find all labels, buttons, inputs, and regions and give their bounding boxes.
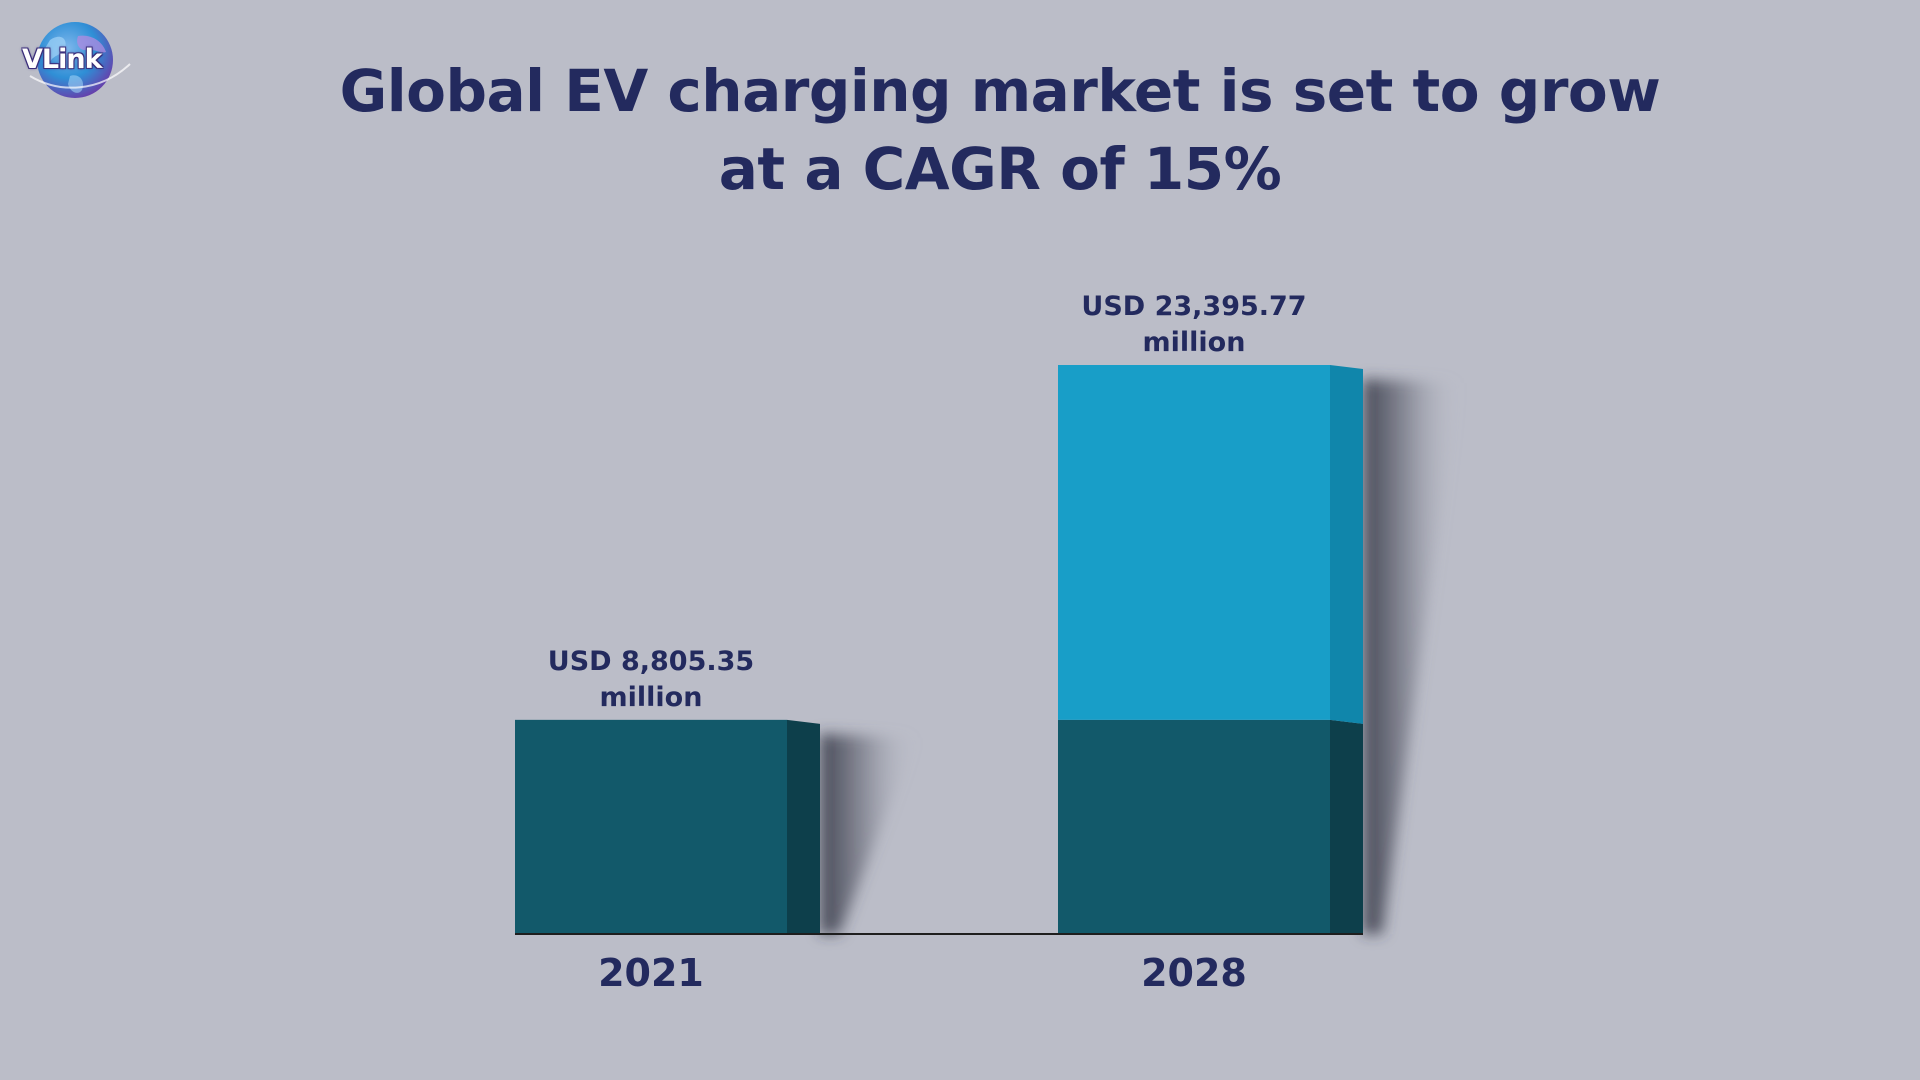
x-tick-label-2028: 2028 [1141, 951, 1247, 995]
data-label-2028: USD 23,395.77 [1081, 291, 1306, 322]
x-tick-label-2021: 2021 [598, 951, 704, 995]
logo-text: VLink [22, 44, 103, 75]
bar-2028-growth [1058, 365, 1330, 720]
data-label-unit-2028: million [1143, 327, 1246, 358]
chart-title-line-1: Global EV charging market is set to grow [339, 57, 1661, 125]
data-label-2021: USD 8,805.35 [548, 646, 754, 677]
data-label-unit-2021: million [600, 682, 703, 713]
bar-shadow-2028 [1363, 379, 1458, 934]
bar-2028-base-side [1330, 719, 1363, 934]
chart-title-line-2: at a CAGR of 15% [718, 135, 1282, 203]
bar-2028-base [1058, 719, 1330, 934]
bar-shadow-2021 [820, 733, 915, 934]
bar-2028-growth-side [1330, 365, 1363, 724]
chart-title: Global EV charging market is set to grow… [260, 52, 1740, 208]
bar-2021-base [515, 719, 787, 934]
globe-icon [29, 22, 131, 98]
bar-2021-base-side [787, 719, 820, 934]
vlink-logo: VLink [20, 18, 135, 108]
